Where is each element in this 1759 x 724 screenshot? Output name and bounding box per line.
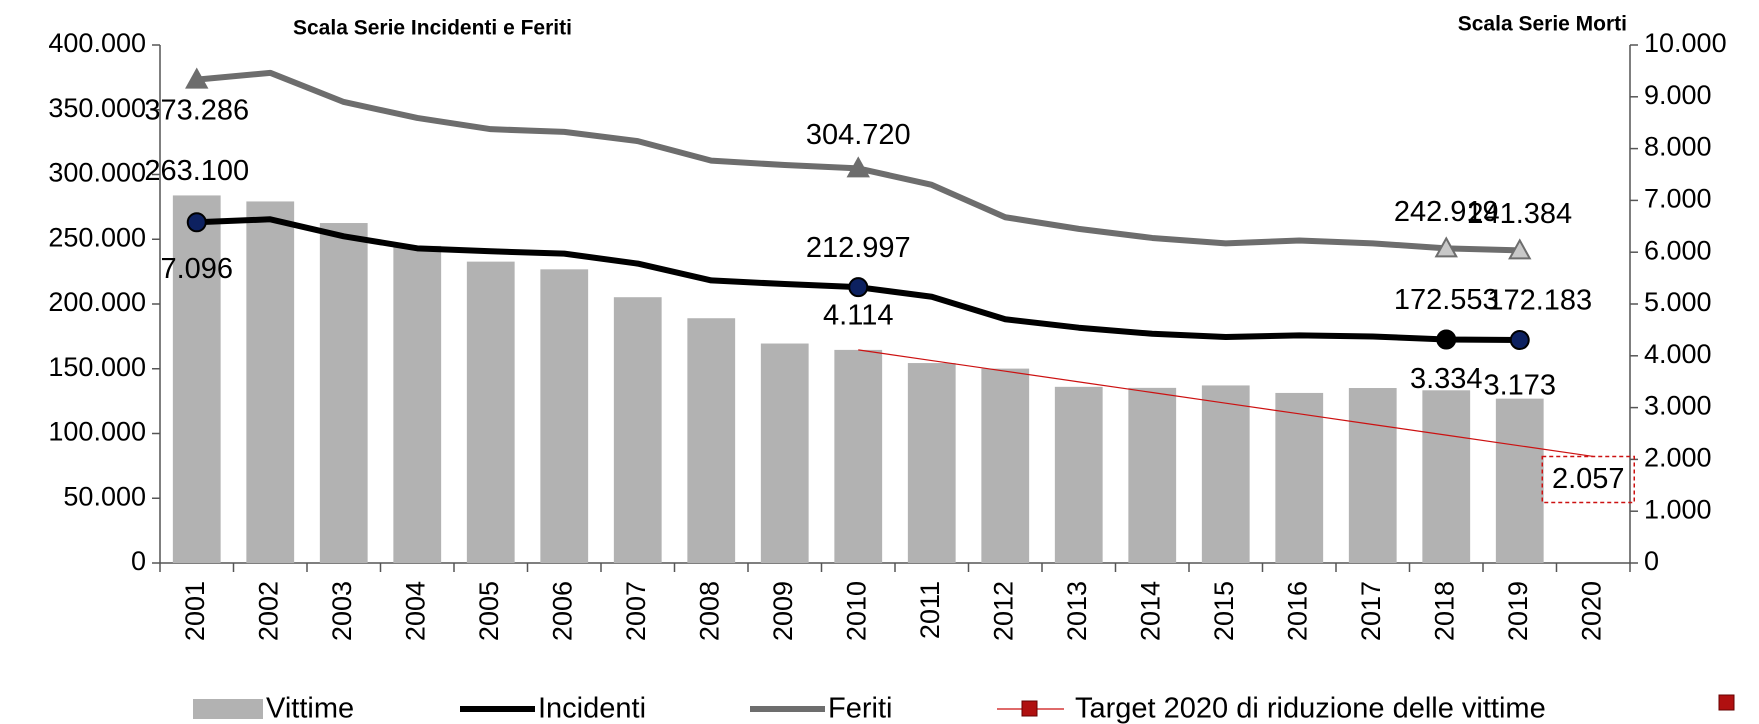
point-marker <box>186 212 207 233</box>
bar <box>319 223 368 563</box>
point-marker <box>1509 330 1530 351</box>
x-tick-label: 2012 <box>988 581 1018 641</box>
point-marker <box>848 277 869 298</box>
bar <box>687 318 736 563</box>
x-tick-label: 2003 <box>327 581 357 641</box>
y2-tick-label: 10.000 <box>1644 28 1727 58</box>
legend-stray-marker <box>1718 694 1735 711</box>
x-tick-label: 2011 <box>915 581 945 639</box>
y2-tick-label: 6.000 <box>1644 235 1712 265</box>
legend-marker <box>1021 700 1038 717</box>
point-marker <box>185 67 209 89</box>
x-tick-label: 2018 <box>1429 581 1459 641</box>
y-tick-label: 350.000 <box>48 93 146 123</box>
data-label: 304.720 <box>806 119 911 151</box>
bar <box>1348 388 1397 563</box>
x-tick-label: 2017 <box>1356 581 1386 641</box>
x-tick-label: 2008 <box>694 581 724 641</box>
data-label: 4.114 <box>823 300 893 332</box>
label-box <box>1541 455 1635 504</box>
data-label: 373.286 <box>144 94 249 126</box>
bar <box>907 363 956 563</box>
x-tick-label: 2001 <box>180 581 210 641</box>
point-marker <box>1436 329 1457 350</box>
y2-tick-label: 5.000 <box>1644 287 1712 317</box>
x-tick-label: 2013 <box>1062 581 1092 641</box>
y-tick-label: 300.000 <box>48 158 146 188</box>
y-tick-label: 100.000 <box>48 417 146 447</box>
data-label: 3.334 <box>1410 363 1483 395</box>
x-tick-label: 2002 <box>253 581 283 641</box>
x-tick-label: 2014 <box>1135 581 1165 641</box>
bar <box>1128 387 1177 563</box>
bar <box>246 201 295 563</box>
bar <box>760 343 809 563</box>
bar <box>613 297 662 563</box>
x-tick-label: 2005 <box>474 581 504 641</box>
y2-tick-label: 9.000 <box>1644 80 1712 110</box>
bar <box>466 261 515 563</box>
y2-tick-label: 4.000 <box>1644 339 1712 369</box>
y-tick-label: 400.000 <box>48 28 146 58</box>
data-label: 263.100 <box>144 155 249 187</box>
x-tick-label: 2019 <box>1503 581 1533 641</box>
y2-tick-label: 7.000 <box>1644 184 1712 214</box>
y2-tick-label: 8.000 <box>1644 132 1712 162</box>
x-tick-label: 2004 <box>400 581 430 641</box>
legend-label: Incidenti <box>538 693 646 724</box>
bar <box>393 245 442 563</box>
point-marker <box>1434 236 1458 258</box>
data-label: 172.553 <box>1394 284 1499 316</box>
y-tick-label: 50.000 <box>63 481 146 511</box>
data-label: 7.096 <box>160 253 233 285</box>
data-label: 2.057 <box>1552 463 1625 495</box>
bar <box>540 269 589 563</box>
y2-axis-title: Scala Serie Morti <box>1458 13 1627 36</box>
bar <box>834 349 883 563</box>
data-label: 241.384 <box>1467 198 1572 230</box>
data-label: 172.183 <box>1487 285 1592 317</box>
bar <box>981 368 1030 563</box>
x-tick-label: 2010 <box>841 581 871 641</box>
y-tick-label: 150.000 <box>48 352 146 382</box>
y-tick-label: 200.000 <box>48 287 146 317</box>
bar <box>1495 398 1544 563</box>
y-tick-label: 0 <box>131 546 146 576</box>
bar <box>1054 386 1103 563</box>
y2-tick-label: 3.000 <box>1644 391 1712 421</box>
bar <box>172 195 221 564</box>
x-tick-label: 2015 <box>1209 581 1239 641</box>
x-tick-label: 2009 <box>768 581 798 641</box>
point-marker <box>846 156 870 178</box>
legend-label: Target 2020 di riduzione delle vittime <box>1075 693 1546 724</box>
data-label: 212.997 <box>806 232 911 264</box>
legend-label: Vittime <box>266 693 354 724</box>
bar <box>1275 392 1324 563</box>
point-marker <box>1508 238 1532 260</box>
x-tick-label: 2020 <box>1576 581 1606 641</box>
y2-tick-label: 0 <box>1644 546 1659 576</box>
legend-swatch <box>193 699 263 719</box>
bar <box>1201 385 1250 563</box>
x-tick-label: 2007 <box>621 581 651 641</box>
x-tick-label: 2016 <box>1282 581 1312 641</box>
legend-label: Feriti <box>828 693 892 724</box>
y2-tick-label: 1.000 <box>1644 494 1712 524</box>
y2-tick-label: 2.000 <box>1644 443 1712 473</box>
data-label: 3.173 <box>1483 369 1556 401</box>
x-tick-label: 2006 <box>547 581 577 641</box>
y-axis-title: Scala Serie Incidenti e Feriti <box>293 17 572 40</box>
bar <box>1422 390 1471 563</box>
line-series <box>858 349 1594 458</box>
y-tick-label: 250.000 <box>48 222 146 252</box>
data-label: 242.919 <box>1394 196 1499 228</box>
